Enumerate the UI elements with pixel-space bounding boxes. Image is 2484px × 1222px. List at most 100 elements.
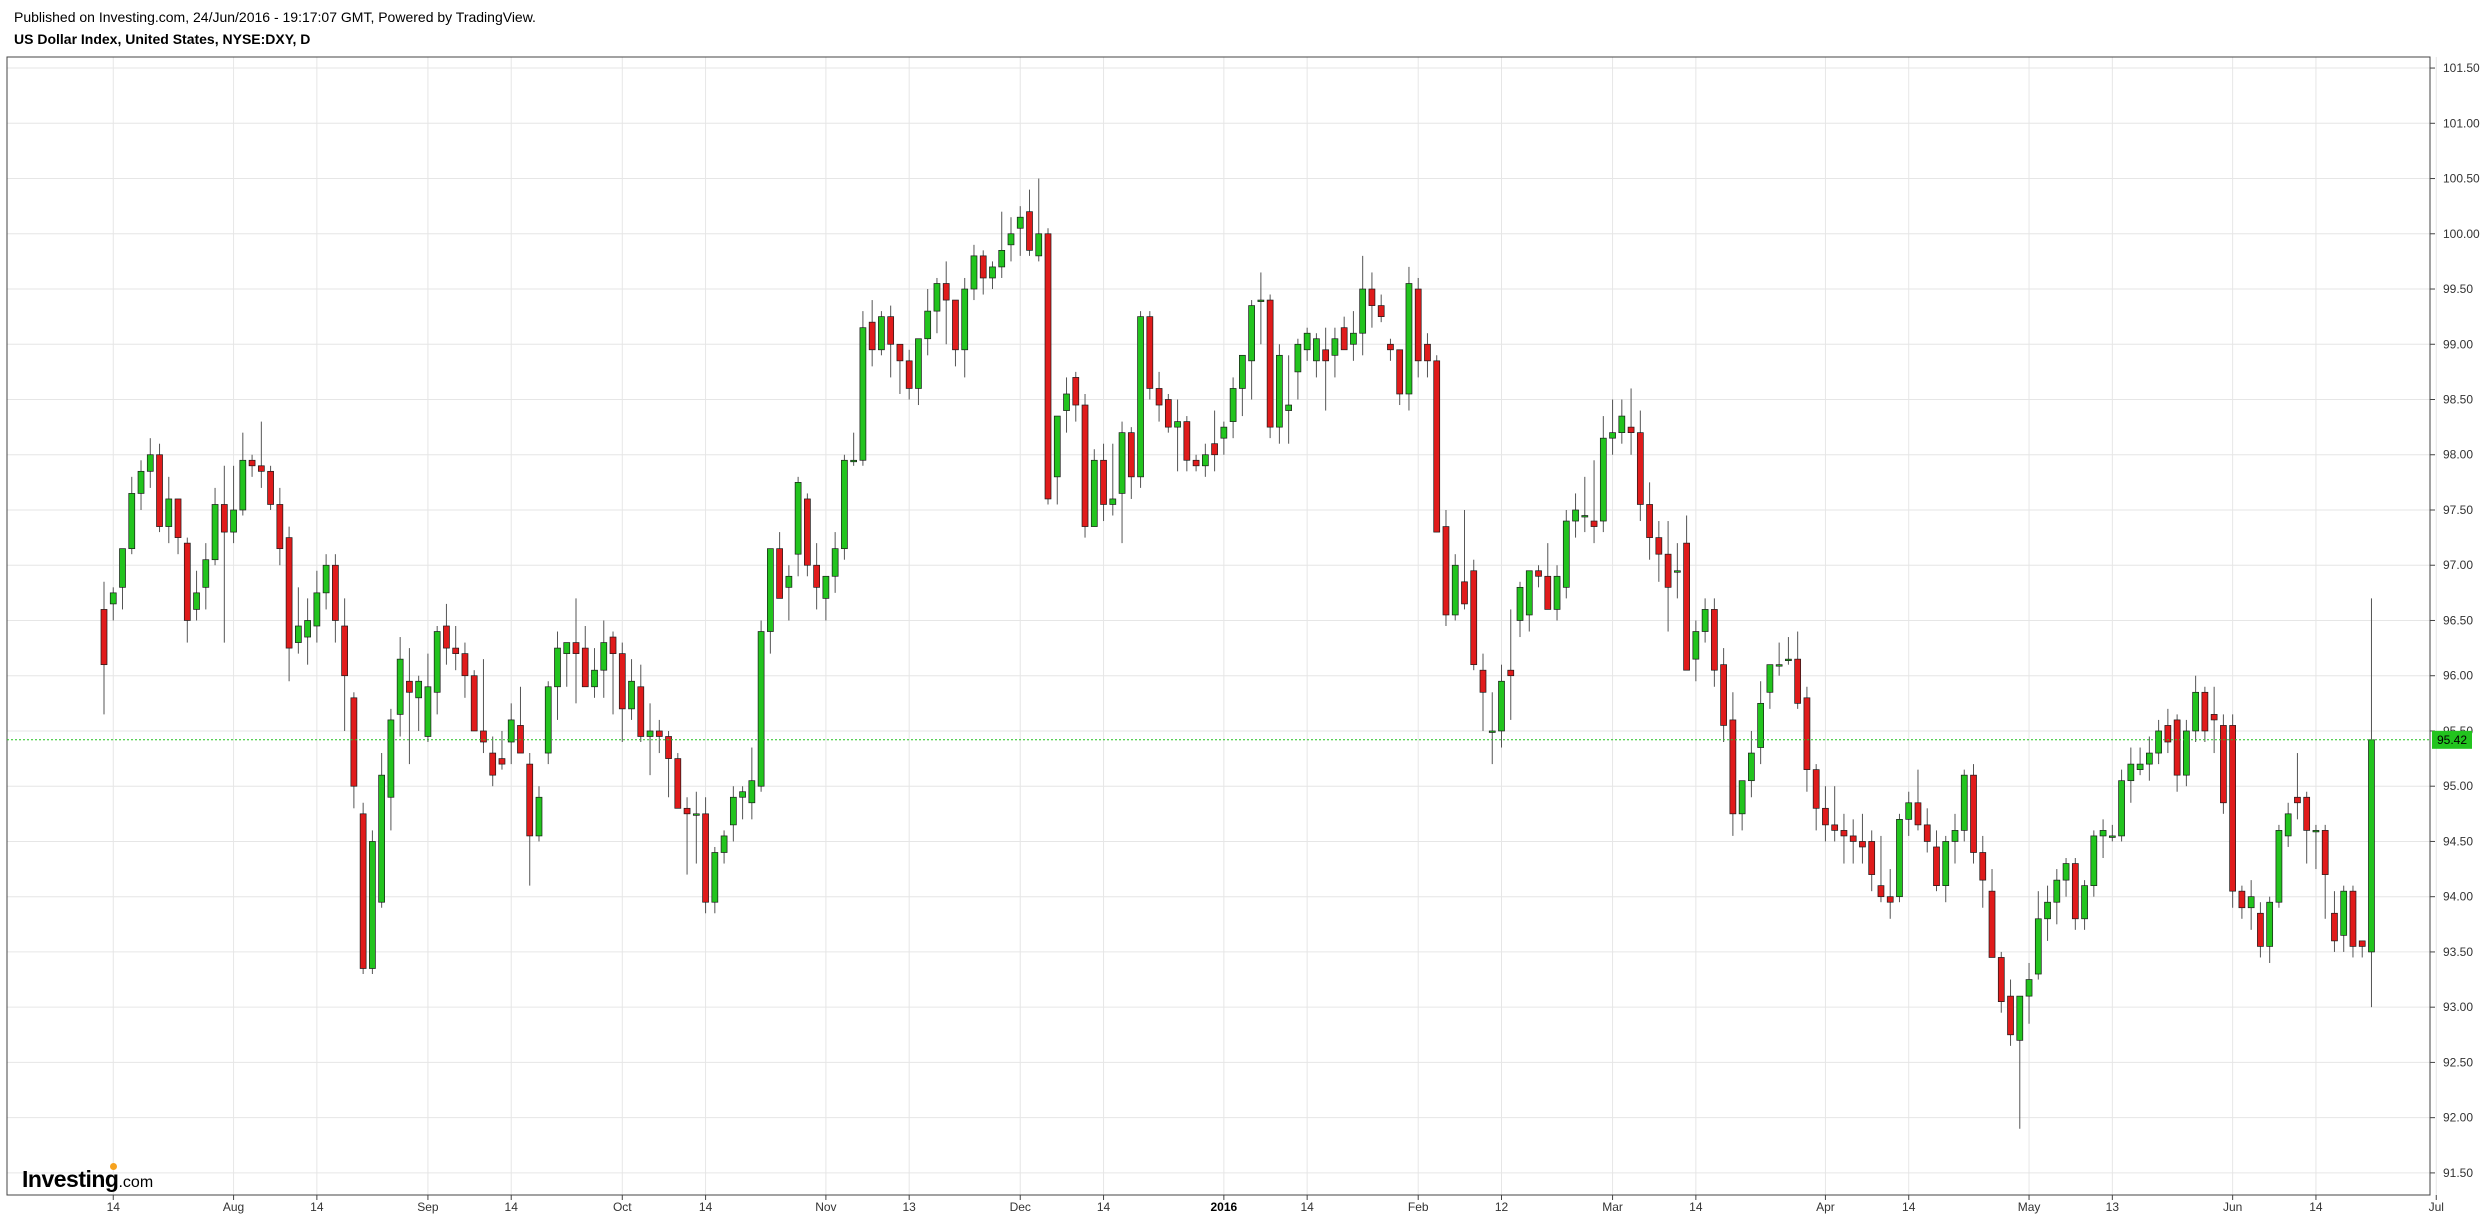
candle[interactable] [193,570,200,621]
candle[interactable] [452,626,460,671]
candle[interactable] [1442,509,1450,626]
candle[interactable] [1553,565,1561,621]
candle[interactable] [1433,355,1441,533]
candle[interactable] [1711,598,1718,687]
candle[interactable] [813,543,820,610]
candle[interactable] [2081,880,2088,930]
candle[interactable] [2238,885,2246,919]
candle[interactable] [1822,786,1829,842]
candle[interactable] [1192,454,1200,472]
candle[interactable] [443,603,450,665]
candle[interactable] [1294,338,1302,400]
candle[interactable] [554,631,561,720]
candle[interactable] [2368,598,2375,1008]
candle[interactable] [998,211,1006,278]
candle[interactable] [1146,311,1154,400]
candle[interactable] [600,620,608,698]
candle[interactable] [1748,730,1755,798]
candle[interactable] [1914,769,1922,831]
candle[interactable] [952,299,959,367]
candle[interactable] [2034,891,2042,980]
candle[interactable] [841,454,848,560]
candle[interactable] [1081,393,1089,538]
candle[interactable] [2266,896,2274,963]
candle[interactable] [692,791,700,864]
candle[interactable] [1387,338,1394,361]
candle[interactable] [2053,869,2061,925]
candle[interactable] [581,626,589,688]
candle[interactable] [165,476,173,544]
candle[interactable] [2173,714,2181,792]
candle[interactable] [1896,813,1903,903]
candle[interactable] [239,432,247,516]
candle[interactable] [804,493,811,577]
candle[interactable] [1007,217,1015,262]
candle[interactable] [1757,681,1764,765]
candle[interactable] [2127,747,2135,803]
candle[interactable] [517,686,524,754]
candle[interactable] [1220,421,1228,455]
candle[interactable] [1396,349,1404,406]
candle[interactable] [2201,686,2209,743]
candle[interactable] [1303,327,1311,361]
candle[interactable] [1183,416,1191,472]
candle[interactable] [1229,377,1237,439]
candle[interactable] [498,730,506,770]
candle[interactable] [850,432,858,466]
candle[interactable] [628,659,635,720]
candle[interactable] [2164,708,2172,754]
candle[interactable] [1951,813,1959,864]
candle[interactable] [1174,399,1181,472]
candle[interactable] [2229,714,2236,908]
candle[interactable] [970,244,978,301]
candle[interactable] [211,487,219,566]
candle[interactable] [1405,266,1413,411]
candle[interactable] [1831,786,1839,842]
candle[interactable] [1276,344,1283,444]
candle[interactable] [2247,880,2255,930]
candle[interactable] [572,598,580,704]
candle[interactable] [248,454,256,477]
candle[interactable] [2136,747,2144,776]
candle[interactable] [470,670,478,732]
candle[interactable] [1877,835,1885,903]
candle[interactable] [1905,791,1913,836]
candle[interactable] [1590,460,1598,544]
candle[interactable] [618,642,626,743]
candle[interactable] [1424,333,1431,378]
candle[interactable] [1683,515,1690,671]
candle[interactable] [720,830,728,864]
candle[interactable] [1840,813,1848,864]
candle[interactable] [2257,902,2264,958]
candle[interactable] [757,620,765,792]
candle[interactable] [1266,294,1274,439]
candle[interactable] [128,476,136,555]
candle[interactable] [1794,631,1802,709]
candle[interactable] [1164,393,1172,433]
candle[interactable] [415,675,423,731]
candle[interactable] [1257,272,1265,345]
candle[interactable] [1516,581,1524,638]
candle[interactable] [359,802,367,975]
candle[interactable] [859,311,867,466]
candle[interactable] [1026,189,1033,256]
candle[interactable] [1868,830,1876,892]
candle[interactable] [1285,355,1292,444]
candle[interactable] [831,532,839,593]
candle[interactable] [137,460,145,510]
candle[interactable] [868,300,876,367]
candle[interactable] [1960,769,1968,842]
candle[interactable] [2275,824,2283,908]
candle[interactable] [2210,686,2218,754]
candle[interactable] [767,548,774,654]
candle[interactable] [1313,333,1320,378]
candle[interactable] [1248,300,1255,400]
candle[interactable] [119,548,126,610]
candle[interactable] [109,587,117,621]
candle[interactable] [729,786,737,842]
candle[interactable] [1044,228,1052,505]
candle[interactable] [665,730,672,798]
candle[interactable] [1359,255,1367,356]
candle[interactable] [2099,819,2107,859]
